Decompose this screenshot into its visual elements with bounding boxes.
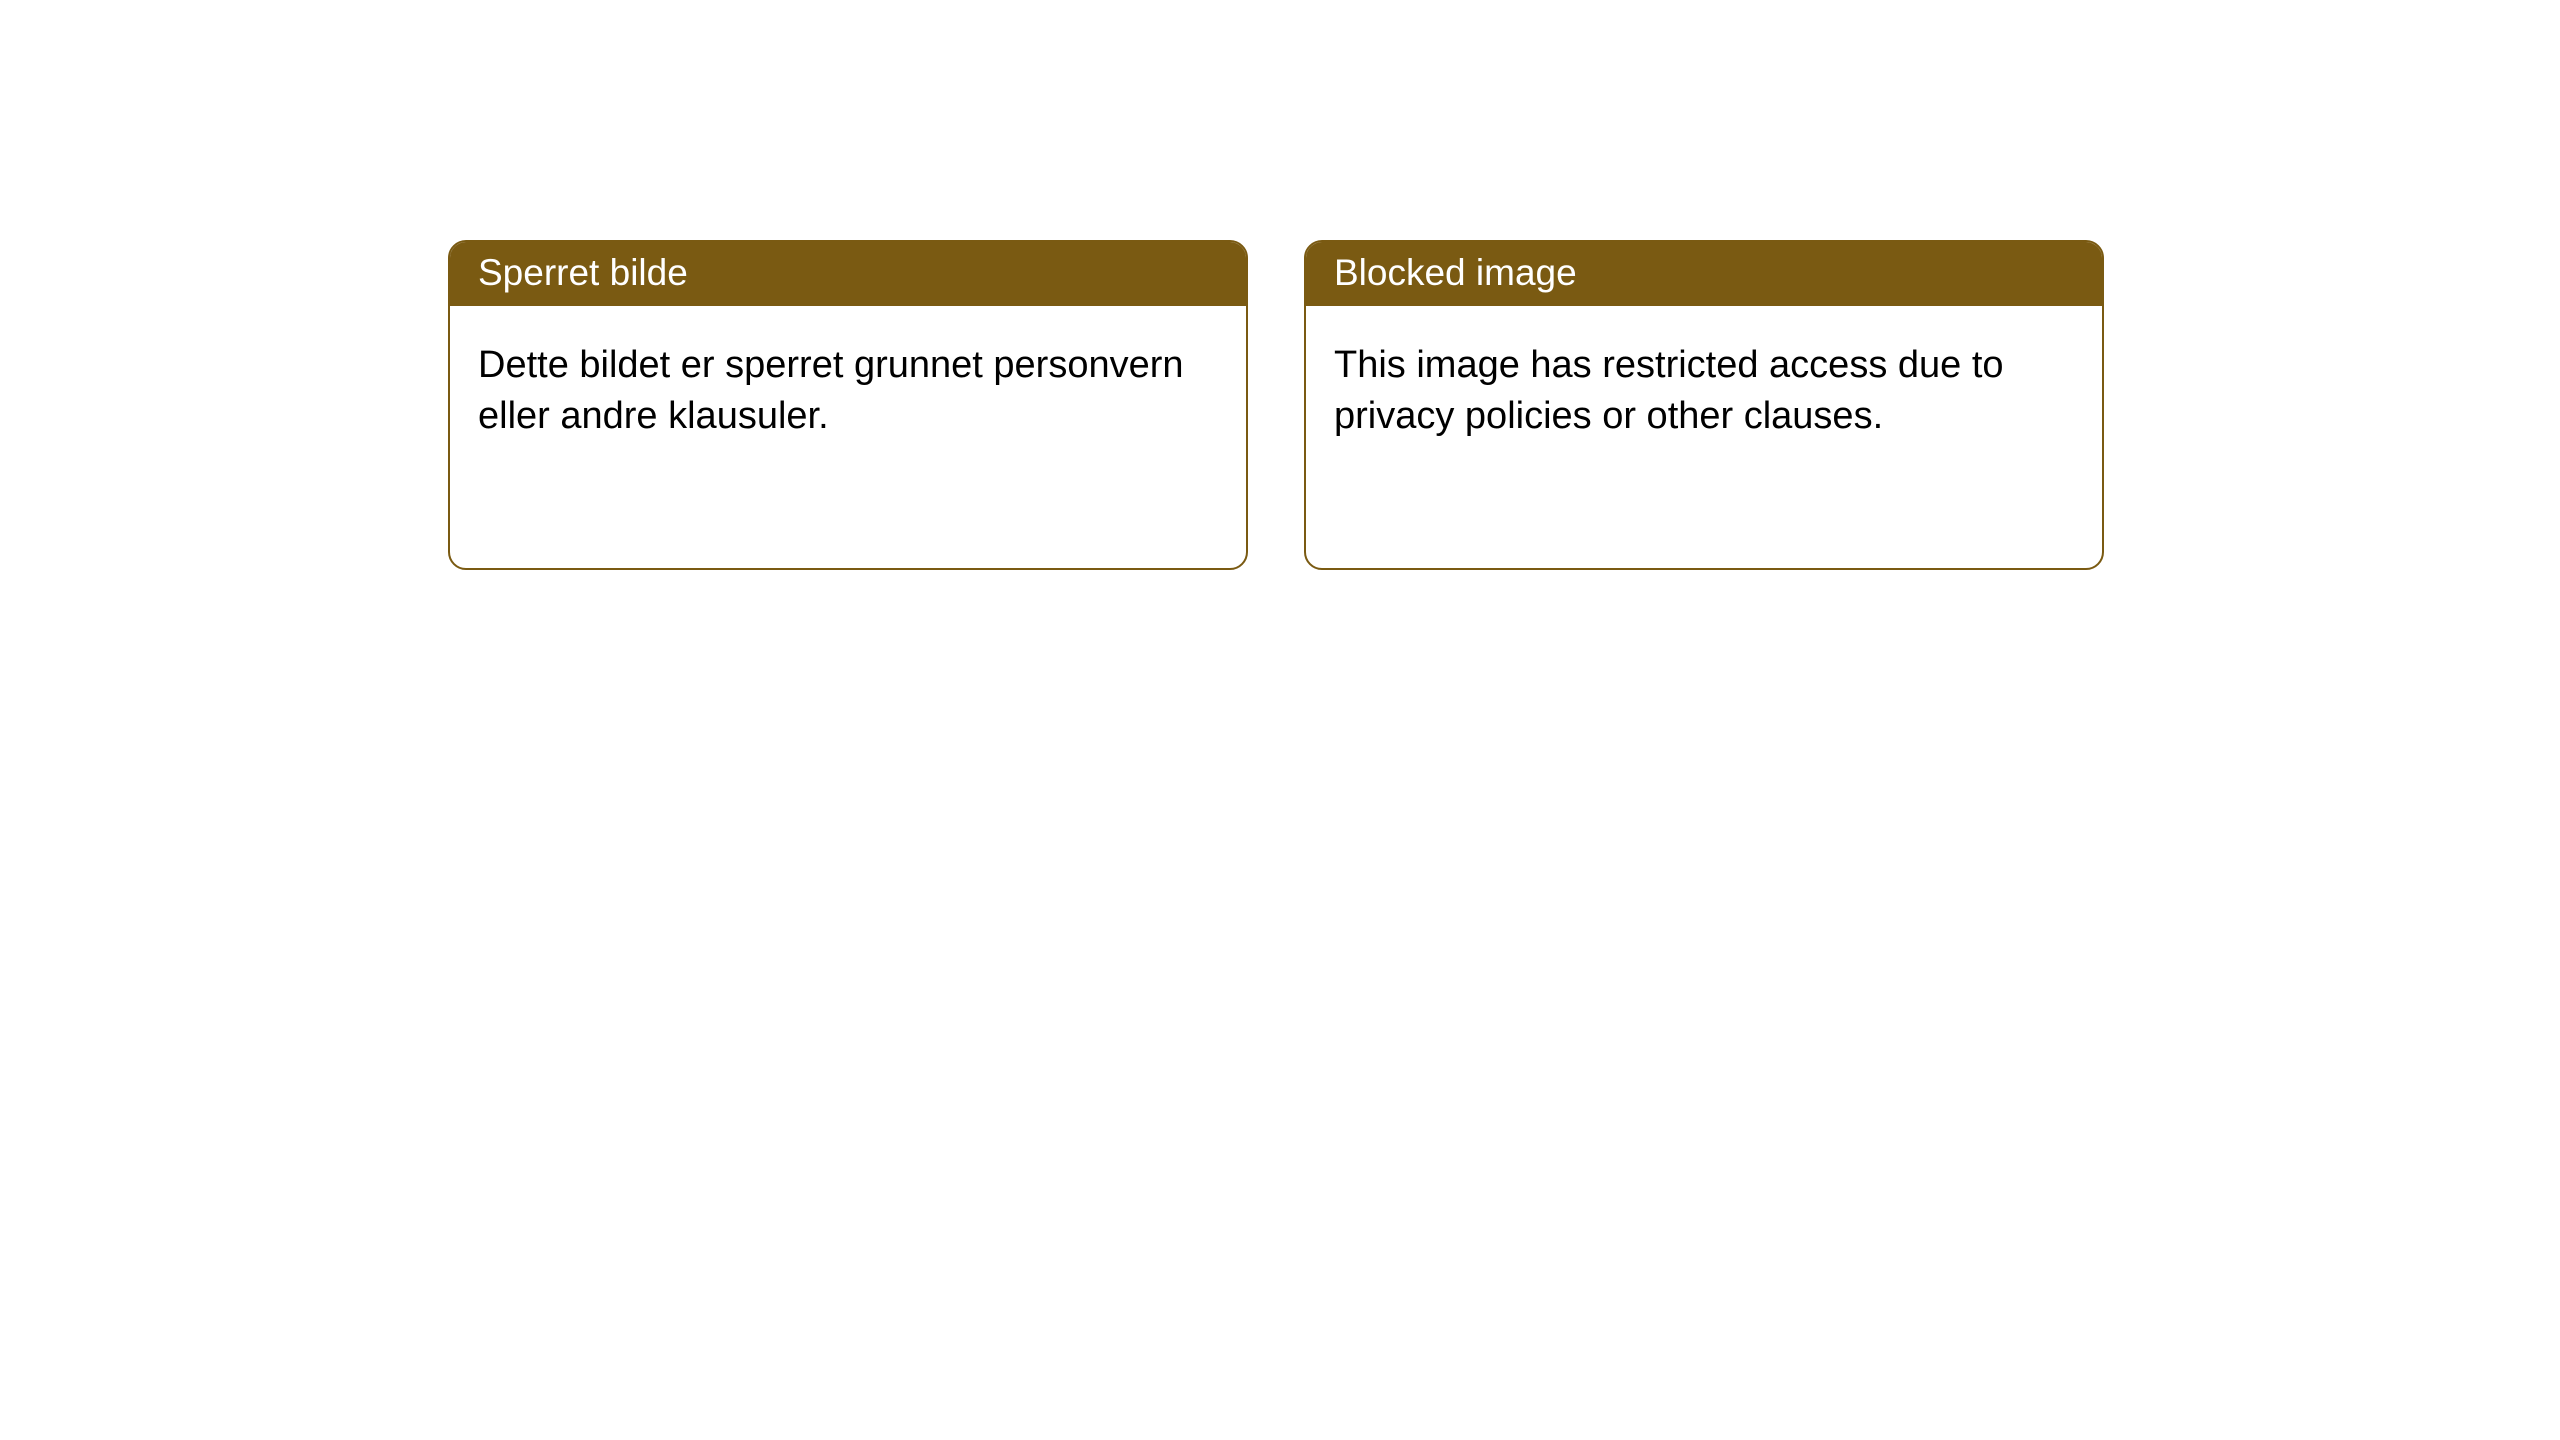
card-title: Sperret bilde bbox=[450, 242, 1246, 306]
notice-container: Sperret bilde Dette bildet er sperret gr… bbox=[0, 0, 2560, 570]
card-body-text: Dette bildet er sperret grunnet personve… bbox=[450, 306, 1246, 477]
blocked-image-card-english: Blocked image This image has restricted … bbox=[1304, 240, 2104, 570]
card-title: Blocked image bbox=[1306, 242, 2102, 306]
blocked-image-card-norwegian: Sperret bilde Dette bildet er sperret gr… bbox=[448, 240, 1248, 570]
card-body-text: This image has restricted access due to … bbox=[1306, 306, 2102, 477]
